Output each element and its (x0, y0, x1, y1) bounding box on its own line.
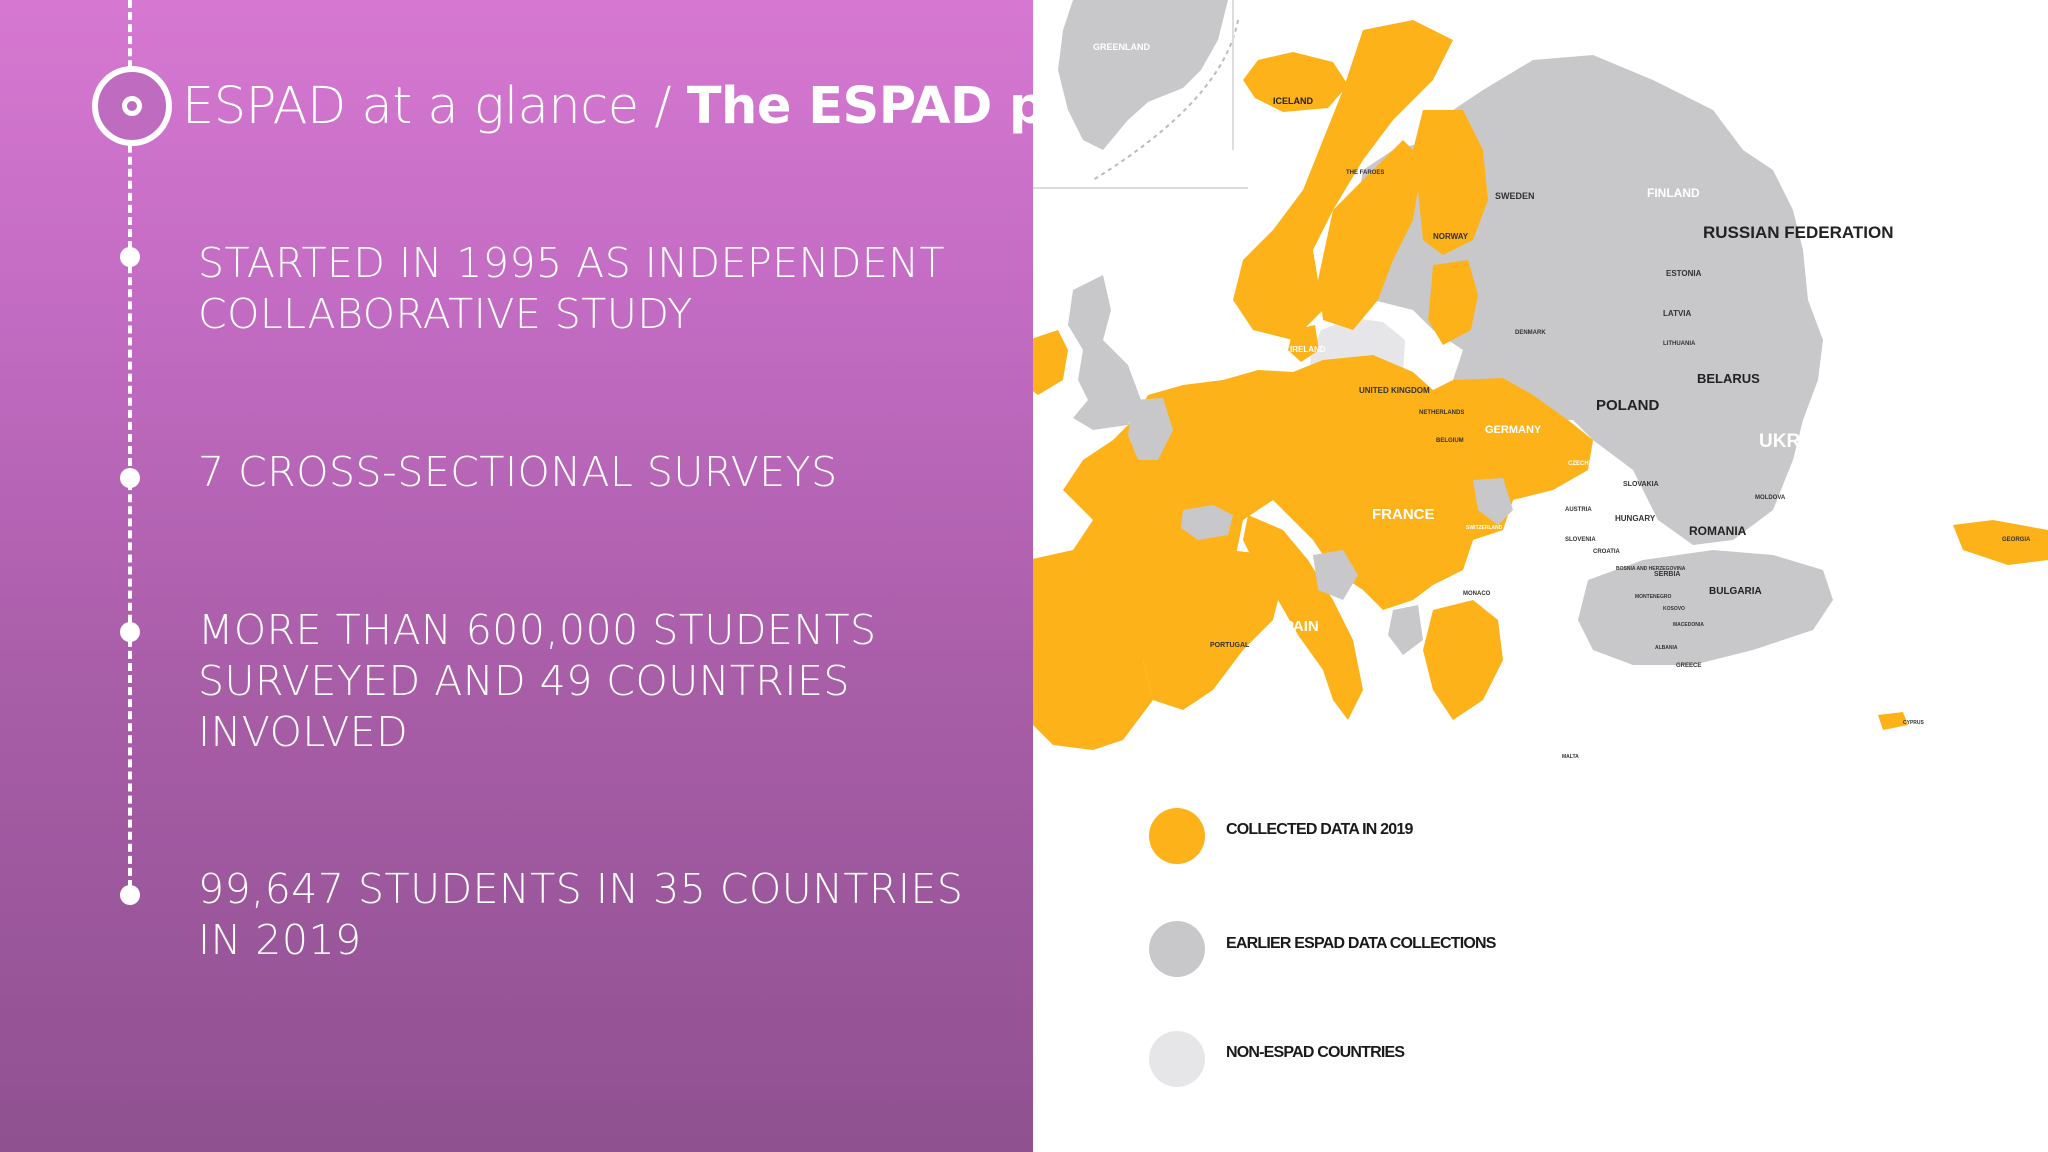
label-cyprus: CYPRUS (1903, 720, 1925, 726)
label-france: FRANCE (1372, 506, 1435, 523)
timeline-bullet-dot (120, 247, 140, 267)
label-belarus: BELARUS (1697, 371, 1760, 386)
label-switzerland: SWITZERLAND (1466, 525, 1503, 531)
label-ukraine: UKRAINE (1759, 431, 1846, 452)
label-greenland: GREENLAND (1093, 42, 1151, 52)
bullet-text: 7 CROSS-SECTIONAL SURVEYS (198, 448, 838, 496)
title-prefix: ESPAD at a glance / (182, 77, 687, 136)
label-belgium: BELGIUM (1436, 438, 1464, 444)
country-uk (1068, 275, 1141, 430)
legend-label-collected: COLLECTED DATA IN 2019 (1226, 821, 1413, 838)
country-georgia (1953, 520, 2048, 565)
label-monaco: MONACO (1463, 591, 1491, 597)
europe-map: GREENLAND ICELAND THE FAROES SWEDEN NORW… (1033, 0, 2048, 790)
greenland-inset (1033, 0, 1248, 189)
timeline-target-center (122, 96, 142, 116)
label-slovakia: SLOVAKIA (1623, 481, 1659, 488)
label-faroes: THE FAROES (1346, 170, 1384, 176)
label-poland: POLAND (1596, 397, 1660, 414)
label-lithuania: LITHUANIA (1663, 341, 1696, 347)
country-greece (1423, 600, 1503, 720)
label-serbia: SERBIA (1654, 571, 1680, 578)
country-cyprus (1878, 712, 1908, 730)
country-denmark (1288, 325, 1319, 362)
label-norway: NORWAY (1433, 232, 1469, 241)
country-bosnia (1313, 550, 1358, 600)
label-latvia: LATVIA (1663, 309, 1692, 318)
label-bosnia: BOSNIA AND HERZEGOVINA (1616, 566, 1686, 572)
country-baltics (1428, 260, 1478, 345)
country-benelux (1128, 398, 1173, 460)
label-romania: ROMANIA (1689, 524, 1747, 538)
timeline-line (128, 0, 132, 900)
label-greece: GREECE (1676, 663, 1701, 669)
label-macedonia: MACEDONIA (1673, 622, 1704, 628)
timeline-bullet-dot (120, 468, 140, 488)
label-slovenia: SLOVENIA (1565, 537, 1596, 543)
page-title: ESPAD at a glance / The ESPAD path (182, 72, 1139, 142)
country-moldova (1473, 478, 1513, 525)
legend-label-non-espad: NON-ESPAD COUNTRIES (1226, 1044, 1405, 1061)
country-norway (1233, 20, 1453, 340)
label-kosovo: KOSOVO (1663, 606, 1685, 612)
legend-swatch-non-espad (1149, 1031, 1205, 1087)
label-uk: UNITED KINGDOM (1359, 386, 1430, 395)
timeline-bullet-dot (120, 885, 140, 905)
label-finland: FINLAND (1647, 186, 1700, 200)
country-greenland (1058, 0, 1228, 150)
label-ireland: IRELAND (1290, 345, 1326, 354)
label-albania: ALBANIA (1655, 645, 1678, 651)
label-russia: RUSSIAN FEDERATION (1703, 223, 1893, 242)
legend-label-earlier: EARLIER ESPAD DATA COLLECTIONS (1226, 935, 1496, 952)
label-sweden: SWEDEN (1495, 191, 1535, 201)
label-czech: CZECH REPUBLIC (1568, 461, 1622, 467)
country-iceland (1243, 52, 1348, 112)
country-albania (1388, 605, 1423, 655)
bullet-text: STARTED IN 1995 AS INDEPENDENT COLLABORA… (198, 239, 945, 338)
label-germany: GERMANY (1485, 424, 1542, 436)
label-georgia: GEORGIA (2002, 537, 2031, 543)
label-moldova: MOLDOVA (1755, 495, 1786, 501)
label-austria: AUSTRIA (1565, 507, 1592, 513)
label-denmark: DENMARK (1515, 330, 1546, 336)
label-bulgaria: BULGARIA (1709, 586, 1762, 597)
legend-swatch-collected (1149, 808, 1205, 864)
inset-dashed-arc (1092, 19, 1239, 181)
timeline-target-icon (92, 66, 172, 146)
timeline-bullet-dot (120, 622, 140, 642)
legend-swatch-earlier (1149, 921, 1205, 977)
bullet-text: 99,647 STUDENTS IN 35 COUNTRIES IN 2019 (198, 865, 964, 964)
label-estonia: ESTONIA (1666, 269, 1702, 278)
country-continental-collected (1033, 355, 1593, 750)
country-spain (1143, 550, 1283, 710)
left-panel: ESPAD at a glance / The ESPAD path START… (0, 0, 1033, 1152)
label-iceland: ICELAND (1273, 96, 1313, 106)
country-finland (1413, 110, 1488, 255)
country-switzerland (1181, 505, 1233, 540)
map-canvas: GREENLAND ICELAND THE FAROES SWEDEN NORW… (1033, 0, 2048, 760)
label-montenegro: MONTENEGRO (1635, 594, 1672, 600)
label-netherlands: NETHERLANDS (1419, 410, 1464, 416)
country-sweden (1318, 140, 1423, 330)
country-ireland (1033, 330, 1068, 395)
label-italy: ITALY (1523, 594, 1556, 608)
bullet-text: MORE THAN 600,000 STUDENTS SURVEYED AND … (198, 606, 877, 756)
country-turkey (1578, 550, 1833, 665)
label-malta: MALTA (1562, 754, 1579, 760)
map-labels: GREENLAND ICELAND THE FAROES SWEDEN NORW… (1093, 42, 2031, 760)
label-spain: SPAIN (1274, 618, 1319, 635)
label-portugal: PORTUGAL (1210, 642, 1250, 649)
label-croatia: CROATIA (1593, 549, 1621, 555)
label-hungary: HUNGARY (1615, 514, 1656, 523)
label-turkey: TURKEY (1873, 613, 1947, 633)
